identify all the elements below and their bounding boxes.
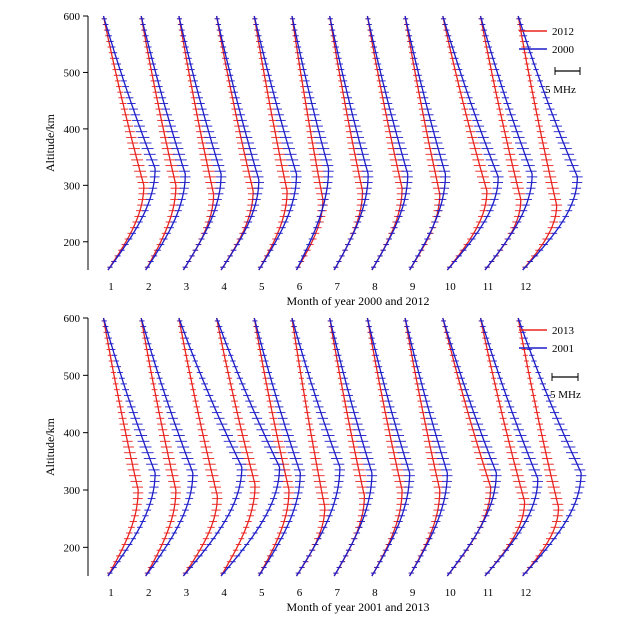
x-axis-label: Month of year 2001 and 2013 bbox=[287, 600, 430, 614]
month-label: 2 bbox=[146, 587, 152, 599]
y-ticks: 200 300 400 500 600 bbox=[64, 313, 88, 554]
profile-curves bbox=[101, 317, 587, 577]
month-label: 12 bbox=[520, 281, 531, 293]
scale-bar: 5 MHz bbox=[550, 373, 581, 401]
month-label: 3 bbox=[184, 281, 190, 293]
scale-bar: 5 MHz bbox=[545, 67, 581, 96]
y-tick-label: 400 bbox=[64, 428, 81, 440]
y-axis-label: Altitude/km bbox=[43, 417, 57, 476]
month-label: 6 bbox=[297, 587, 303, 599]
y-tick-label: 500 bbox=[64, 67, 81, 79]
month-label: 4 bbox=[221, 587, 227, 599]
legend-label-red: 2012 bbox=[552, 26, 574, 38]
legend-label-red: 2013 bbox=[552, 325, 575, 337]
y-tick-label: 500 bbox=[64, 370, 81, 382]
month-label: 1 bbox=[108, 587, 114, 599]
y-ticks: 200 300 400 500 600 bbox=[64, 11, 88, 249]
month-label: 8 bbox=[372, 281, 378, 293]
y-tick-label: 400 bbox=[64, 124, 81, 136]
month-label: 4 bbox=[221, 281, 227, 293]
y-tick-label: 200 bbox=[64, 237, 81, 249]
y-tick-label: 200 bbox=[64, 542, 81, 554]
month-label: 11 bbox=[483, 587, 494, 599]
y-tick-label: 300 bbox=[64, 485, 81, 497]
scale-bar-label: 5 MHz bbox=[550, 389, 581, 401]
legend: 2013 2001 bbox=[519, 325, 575, 355]
month-label: 9 bbox=[410, 587, 416, 599]
legend-label-blue: 2000 bbox=[552, 44, 575, 56]
month-label: 1 bbox=[108, 281, 114, 293]
month-label: 6 bbox=[297, 281, 303, 293]
month-labels: 1 2 3 4 5 6 7 8 9 10 11 12 bbox=[108, 587, 531, 599]
month-label: 2 bbox=[146, 281, 152, 293]
x-axis-label: Month of year 2000 and 2012 bbox=[287, 294, 430, 308]
legend: 2012 2000 bbox=[519, 26, 575, 56]
legend-label-blue: 2001 bbox=[552, 343, 574, 355]
month-label: 5 bbox=[259, 587, 265, 599]
month-label: 5 bbox=[259, 281, 265, 293]
month-labels: 1 2 3 4 5 6 7 8 9 10 11 12 bbox=[108, 281, 531, 293]
scale-bar-label: 5 MHz bbox=[545, 84, 576, 96]
month-label: 3 bbox=[184, 587, 190, 599]
month-label: 10 bbox=[445, 587, 457, 599]
month-label: 11 bbox=[483, 281, 494, 293]
y-tick-label: 300 bbox=[64, 180, 81, 192]
y-tick-label: 600 bbox=[64, 11, 81, 23]
month-label: 7 bbox=[334, 587, 340, 599]
month-label: 7 bbox=[334, 281, 340, 293]
month-label: 8 bbox=[372, 587, 378, 599]
month-label: 10 bbox=[445, 281, 457, 293]
profile-curves bbox=[101, 15, 583, 271]
y-tick-label: 600 bbox=[64, 313, 81, 325]
y-axis-label: Altitude/km bbox=[43, 113, 57, 172]
month-label: 9 bbox=[410, 281, 416, 293]
month-label: 12 bbox=[520, 587, 531, 599]
